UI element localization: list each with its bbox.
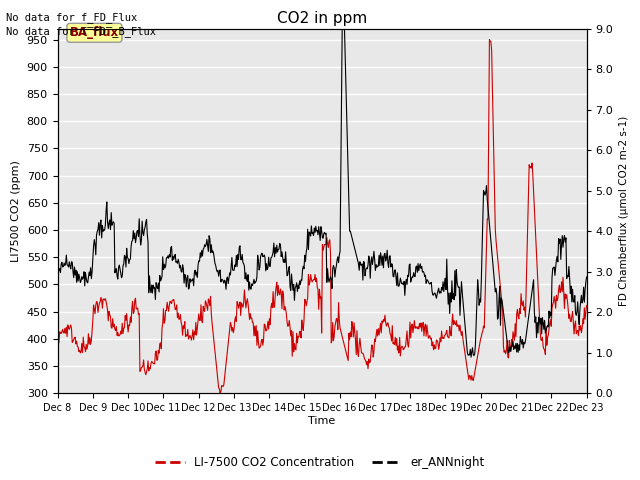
Y-axis label: FD Chamberflux (μmol CO2 m-2 s-1): FD Chamberflux (μmol CO2 m-2 s-1) (619, 116, 629, 306)
Y-axis label: LI7500 CO2 (ppm): LI7500 CO2 (ppm) (11, 160, 21, 262)
Text: BA_flux: BA_flux (70, 26, 119, 39)
Text: No data for f_FD_Flux: No data for f_FD_Flux (6, 12, 138, 23)
Title: CO2 in ppm: CO2 in ppm (277, 11, 367, 26)
X-axis label: Time: Time (308, 416, 335, 426)
Legend: LI-7500 CO2 Concentration, er_ANNnight: LI-7500 CO2 Concentration, er_ANNnight (150, 452, 490, 474)
Text: No data for f̅FD̅_B_Flux: No data for f̅FD̅_B_Flux (6, 26, 156, 37)
